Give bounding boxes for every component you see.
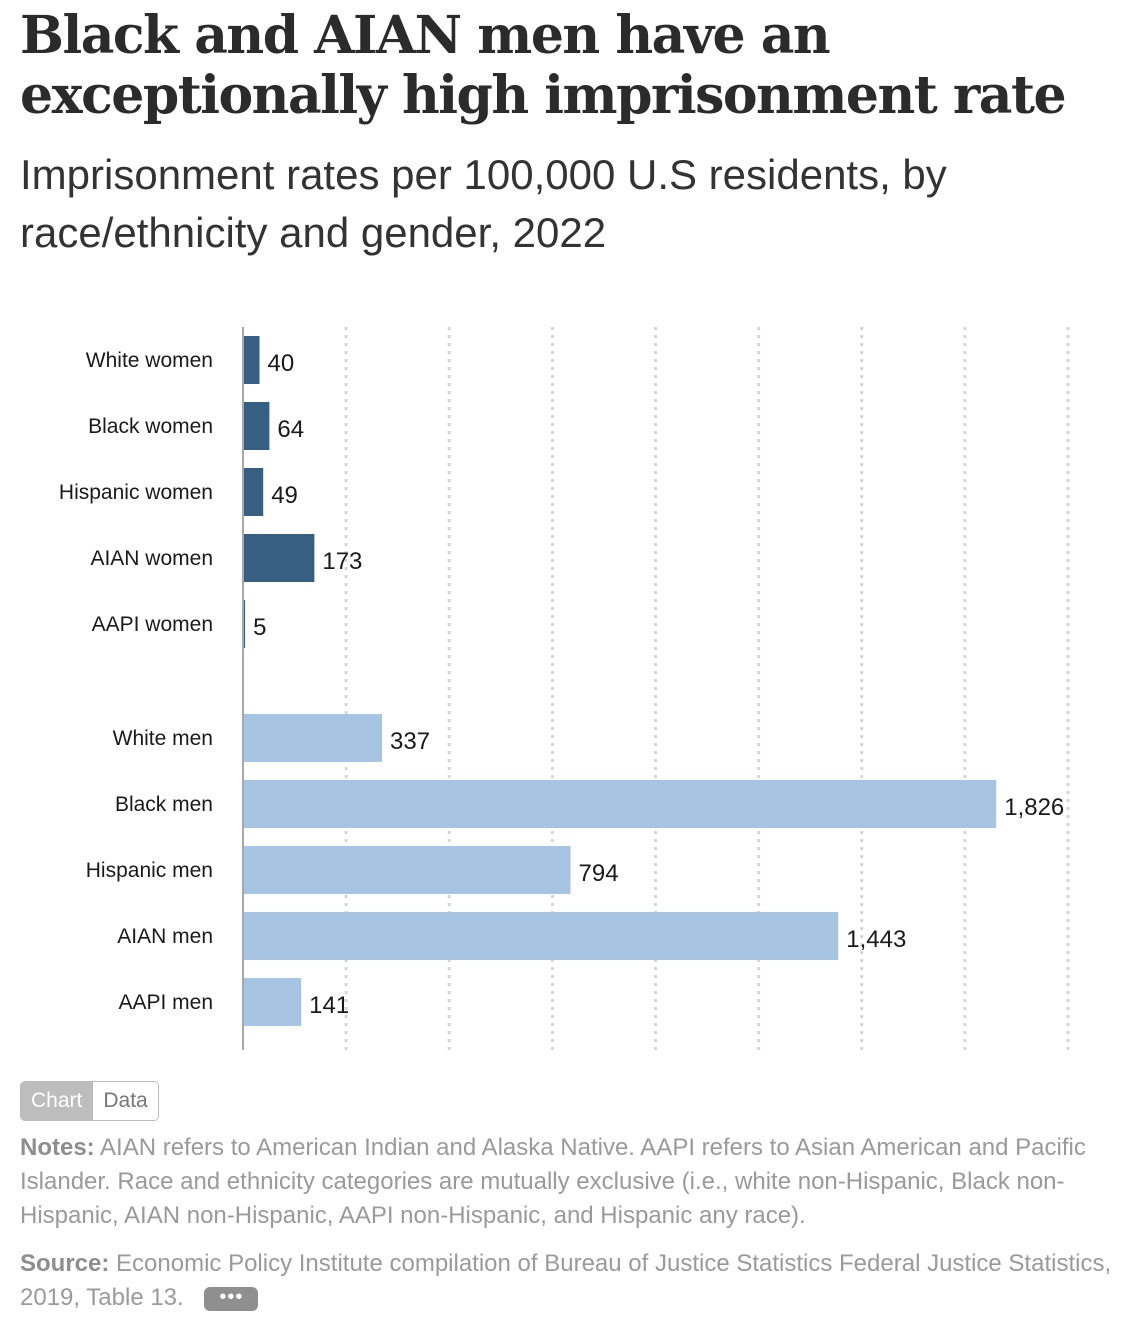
chart-data-toggle: Chart Data <box>20 1081 159 1121</box>
chart-tab-button[interactable]: Chart <box>21 1082 93 1120</box>
category-label: AAPI men <box>118 991 213 1014</box>
value-label: 173 <box>322 548 362 575</box>
category-label: Hispanic men <box>86 859 213 882</box>
category-label: Hispanic women <box>59 481 213 504</box>
category-label: Black women <box>88 415 213 438</box>
bar <box>243 600 246 648</box>
value-label: 40 <box>268 350 295 377</box>
chart-subtitle: Imprisonment rates per 100,000 U.S resid… <box>20 151 947 256</box>
category-label: AIAN women <box>90 547 213 570</box>
value-label: 1,826 <box>1004 794 1064 821</box>
bar <box>243 468 264 516</box>
value-label: 337 <box>390 728 430 755</box>
notes-label: Notes: <box>20 1134 95 1161</box>
chart-title: Black and AIAN men have an exceptionally… <box>20 5 1067 126</box>
value-label: 141 <box>309 992 349 1019</box>
category-label: AAPI women <box>92 613 213 636</box>
bar <box>243 714 383 762</box>
notes-text: AIAN refers to American Indian and Alask… <box>20 1134 1086 1229</box>
source-text: Economic Policy Institute compilation of… <box>20 1250 1112 1311</box>
chart-notes: Notes: AIAN refers to American Indian an… <box>20 1131 1120 1233</box>
bar <box>243 780 997 828</box>
data-tab-button[interactable]: Data <box>92 1082 158 1120</box>
category-label: White women <box>86 349 213 372</box>
bar <box>243 912 839 960</box>
more-options-button[interactable]: ••• <box>204 1286 259 1311</box>
bar-chart: White women 40 Black women 64 Hispanic women… <box>59 327 1070 1050</box>
bar <box>243 336 260 384</box>
value-label: 794 <box>579 860 619 887</box>
source-label: Source: <box>20 1250 110 1277</box>
bar <box>243 402 270 450</box>
value-label: 5 <box>253 614 266 641</box>
category-label: Black men <box>115 793 213 816</box>
value-label: 49 <box>271 482 298 509</box>
bar <box>243 846 571 894</box>
bar <box>243 534 315 582</box>
chart-source: Source: Economic Policy Institute compil… <box>20 1247 1120 1315</box>
value-label: 1,443 <box>846 926 906 953</box>
value-label: 64 <box>277 416 304 443</box>
category-label: White men <box>113 727 213 750</box>
category-label: AIAN men <box>117 925 213 948</box>
bar <box>243 978 302 1026</box>
